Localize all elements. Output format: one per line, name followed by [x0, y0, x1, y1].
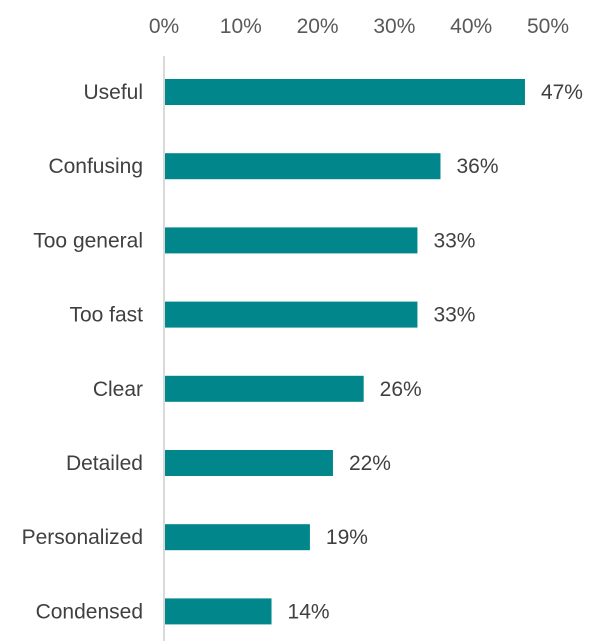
- x-tick-label: 20%: [297, 15, 339, 38]
- value-labels: 47% 36% 33% 33% 26% 22% 19% 14%: [288, 81, 583, 623]
- category-label: Confusing: [48, 155, 143, 178]
- value-label: 33%: [433, 304, 475, 327]
- category-label: Clear: [93, 378, 143, 401]
- category-labels: Useful Confusing Too general Too fast Clear D…: [22, 81, 144, 623]
- bar: [165, 375, 364, 402]
- bar: [165, 301, 418, 328]
- value-label: 26%: [380, 378, 422, 401]
- category-label: Condensed: [36, 600, 143, 623]
- x-tick-label: 10%: [220, 15, 262, 38]
- bar: [165, 450, 333, 476]
- bar: [165, 524, 310, 551]
- bar: [165, 79, 525, 105]
- value-label: 19%: [326, 526, 368, 549]
- bar: [165, 598, 272, 625]
- value-label: 22%: [349, 452, 391, 475]
- x-tick-label: 0%: [149, 15, 179, 38]
- value-label: 14%: [288, 600, 330, 623]
- bar: [165, 153, 441, 180]
- x-tick-label: 40%: [450, 15, 492, 38]
- category-label: Too general: [33, 229, 143, 252]
- bars: [165, 79, 525, 625]
- category-label: Useful: [83, 81, 143, 104]
- x-tick-label: 50%: [527, 15, 569, 38]
- category-label: Too fast: [69, 304, 143, 327]
- value-label: 36%: [456, 155, 498, 178]
- bar: [165, 227, 418, 254]
- x-axis: 0% 10% 20% 30% 40% 50%: [149, 15, 569, 38]
- value-label: 47%: [541, 81, 583, 104]
- category-label: Personalized: [22, 526, 143, 549]
- x-tick-label: 30%: [373, 15, 415, 38]
- category-label: Detailed: [66, 452, 143, 475]
- value-label: 33%: [433, 229, 475, 252]
